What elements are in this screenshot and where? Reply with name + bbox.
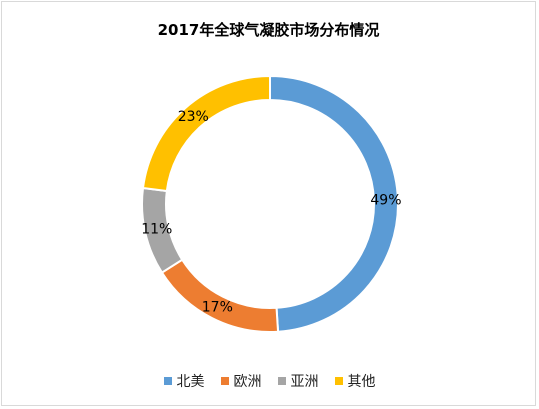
chart-legend: 北美 欧洲 亚洲 其他 <box>0 371 539 391</box>
legend-swatch <box>334 377 343 385</box>
slice-other <box>141 74 271 193</box>
slice-label-na: 49% <box>370 192 401 208</box>
legend-label: 其他 <box>347 374 376 390</box>
slice-eu <box>160 258 280 333</box>
slice-label-asia: 11% <box>141 221 172 237</box>
legend-label: 北美 <box>176 374 205 390</box>
legend-item-asia: 亚洲 <box>277 371 319 391</box>
legend-item-na: 北美 <box>163 371 205 391</box>
legend-swatch <box>277 377 286 385</box>
slice-label-eu: 17% <box>202 299 233 315</box>
donut-labels: 49% 17% 11% 23% <box>141 109 401 315</box>
legend-swatch <box>163 377 172 385</box>
legend-label: 欧洲 <box>233 374 262 390</box>
legend-item-eu: 欧洲 <box>220 371 262 391</box>
legend-swatch <box>220 377 229 385</box>
slice-label-other: 23% <box>178 109 209 125</box>
legend-label: 亚洲 <box>290 374 319 390</box>
donut-slices <box>141 74 399 333</box>
legend-item-other: 其他 <box>334 371 376 391</box>
chart-title: 2017年全球气凝胶市场分布情况 <box>157 21 380 39</box>
